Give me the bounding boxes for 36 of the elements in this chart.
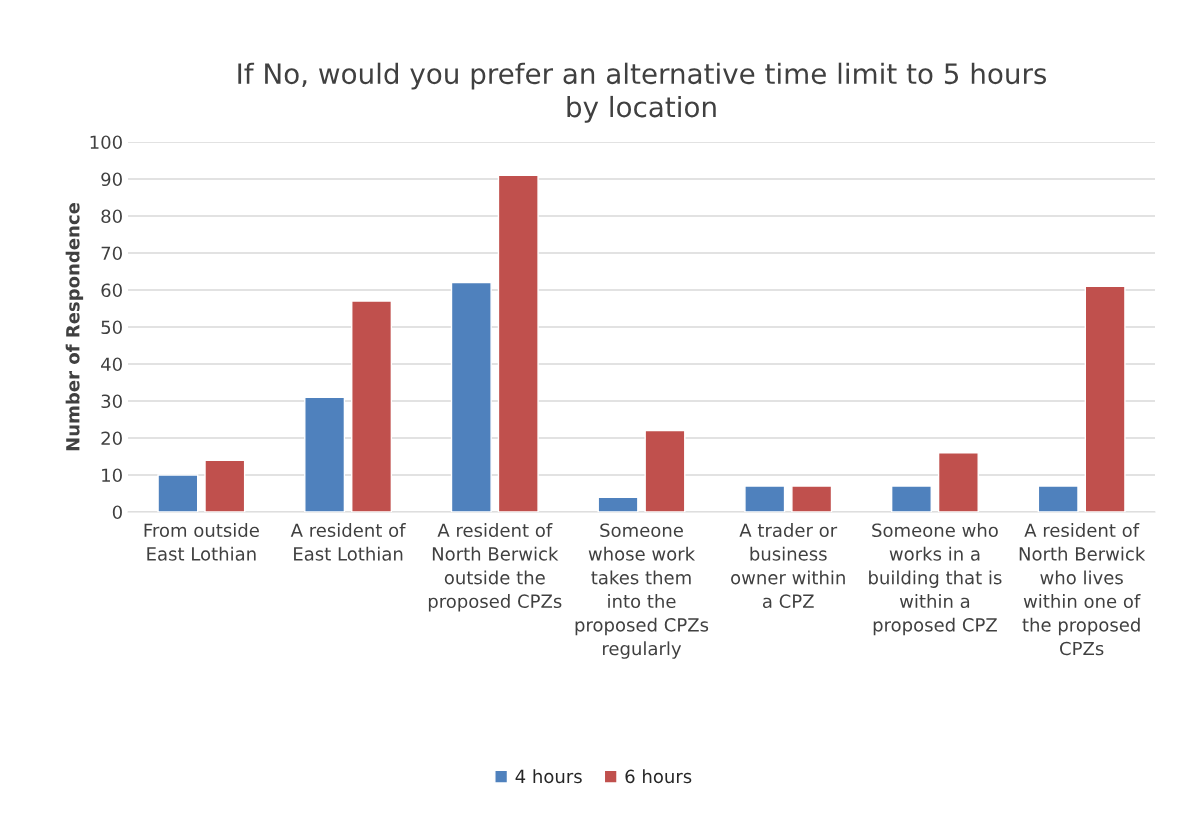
- y-tick-label: 100: [90, 135, 122, 150]
- y-tick-label: 90: [101, 172, 122, 187]
- legend-label: 4 hours: [515, 769, 582, 784]
- legend-label: 6 hours: [625, 769, 692, 784]
- bar: [1037, 485, 1079, 512]
- y-axis-title: Number of Respondence: [65, 203, 84, 451]
- x-tick-label: Someone who works in a building that is within a proposed CPZ: [869, 523, 1002, 636]
- x-tick-label: A resident of East Lothian: [290, 523, 406, 561]
- bar: [597, 496, 639, 512]
- chart-title: If No, would you prefer an alternative time limit to 5 hours by location: [238, 62, 1047, 123]
- bar: [497, 174, 539, 512]
- x-tick-label: From outside East Lothian: [144, 523, 259, 561]
- y-tick-label: 10: [102, 468, 122, 483]
- bar: [791, 485, 833, 512]
- bar: [351, 300, 393, 512]
- bar: [450, 281, 492, 512]
- y-tick-label: 20: [101, 431, 122, 446]
- x-tick-label: A resident of North Berwick outside the proposed CPZs: [428, 523, 562, 612]
- bar: [744, 485, 786, 512]
- bar: [890, 485, 932, 512]
- y-tick-label: 30: [101, 394, 122, 409]
- bar: [1084, 285, 1126, 512]
- y-tick-label: 0: [112, 505, 122, 520]
- bar: [204, 459, 246, 512]
- bar: [937, 452, 979, 512]
- x-tick-label: A trader or business owner within a CPZ: [731, 523, 845, 609]
- y-tick-label: 80: [101, 209, 122, 224]
- bar: [304, 396, 346, 512]
- bar: [644, 429, 686, 512]
- y-tick-label: 60: [101, 283, 122, 298]
- x-tick-label: A resident of North Berwick who lives within one of the proposed CPZs: [1019, 523, 1146, 656]
- bar: [157, 474, 199, 512]
- x-tick-label: Someone whose work takes them into the proposed CPZs regularly: [575, 523, 709, 659]
- y-tick-label: 50: [101, 320, 122, 335]
- y-tick-label: 70: [101, 246, 122, 261]
- y-tick-label: 40: [101, 357, 122, 372]
